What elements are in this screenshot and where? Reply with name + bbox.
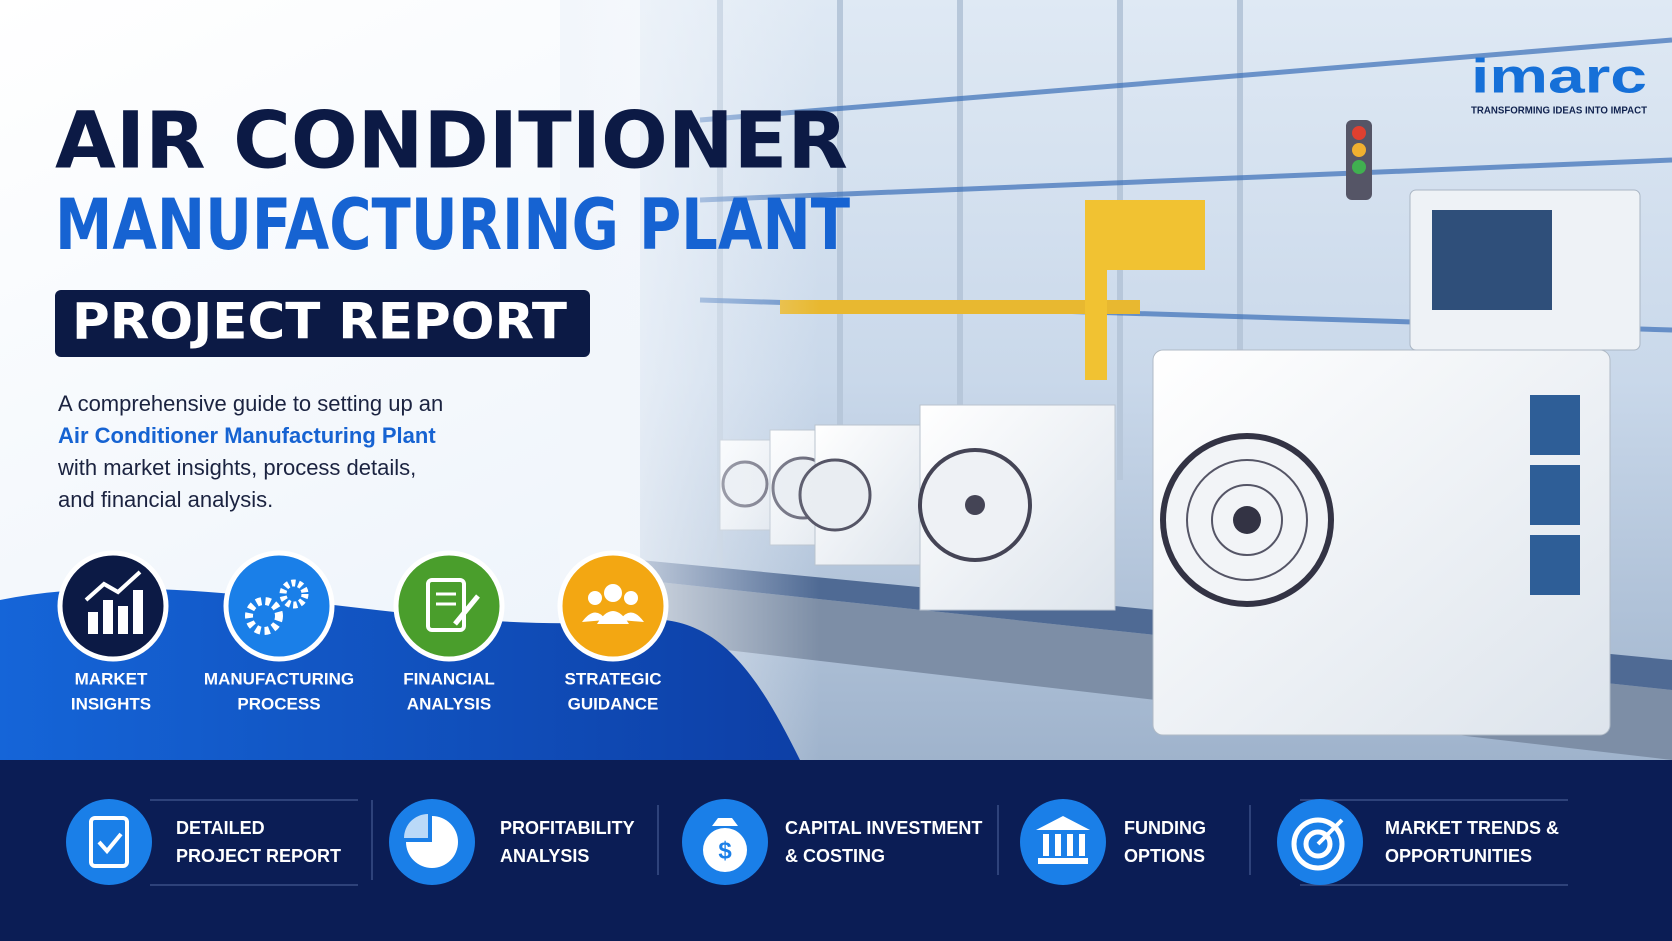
feature-icon-part <box>133 590 143 634</box>
factory-scene-part-part <box>699 157 1672 203</box>
bottom-label: CAPITAL INVESTMENT <box>785 818 982 838</box>
logo-tagline: TRANSFORMING IDEAS INTO IMPACT <box>1471 106 1647 117</box>
bottom-icon: $ <box>682 799 768 885</box>
feature-icon <box>223 550 335 662</box>
feature-icon-part <box>245 597 283 635</box>
factory-scene-part <box>1352 126 1366 140</box>
bottom-icon-part <box>66 799 152 885</box>
title-line: MANUFACTURING PLANT <box>55 184 850 266</box>
feature-icon-part <box>620 612 644 622</box>
factory-scene-part-part <box>1530 465 1580 525</box>
bottom-label: PROJECT REPORT <box>176 846 341 866</box>
header: AIR CONDITIONER MANUFACTURING PLANT PROJ… <box>55 96 850 357</box>
factory-scene-part-part <box>1530 535 1580 595</box>
bottom-bar: $ DETAILED PROJECT REPORT PROFITABILITY … <box>0 760 1672 941</box>
title-line: AIR CONDITIONER <box>55 96 848 186</box>
factory-scene-part <box>1085 200 1205 270</box>
bottom-bar-part <box>150 799 1568 886</box>
feature-icon-part <box>393 550 505 662</box>
bottom-icon-part <box>703 828 747 872</box>
feature-icon-part <box>624 591 638 605</box>
factory-scene-part <box>780 300 1140 314</box>
feature-icon-part <box>557 550 669 662</box>
bottom-icon-part <box>404 814 428 838</box>
factory-scene-part <box>1352 143 1366 157</box>
bottom-icon-part <box>1038 858 1088 864</box>
feature-icon-part <box>426 578 466 632</box>
feature-label: INSIGHTS <box>71 694 151 713</box>
bottom-icon-part <box>1291 817 1345 871</box>
bottom-label: & COSTING <box>785 846 885 866</box>
description-line: and financial analysis. <box>58 487 273 512</box>
feature-icon-part <box>118 606 128 634</box>
bottom-label: OPPORTUNITIES <box>1385 846 1532 866</box>
description-highlight: Air Conditioner Manufacturing Plant <box>58 423 436 448</box>
factory-scene-part-part <box>699 37 1672 123</box>
feature-label: STRATEGIC <box>565 669 662 688</box>
logo: imarc TRANSFORMING IDEAS INTO IMPACT <box>1471 51 1647 117</box>
feature-icon-part <box>103 600 113 634</box>
badge-text: PROJECT REPORT <box>72 293 567 351</box>
factory-scene-part-part <box>1233 506 1261 534</box>
feature-icon-part <box>88 612 98 634</box>
feature-label: ANALYSIS <box>407 694 491 713</box>
bottom-icon <box>1020 799 1106 885</box>
factory-scene <box>560 0 1672 760</box>
bottom-icon <box>1277 799 1363 885</box>
bottom-label: ANALYSIS <box>500 846 589 866</box>
bottom-label: MARKET TRENDS & <box>1385 818 1559 838</box>
feature-icon-part <box>597 611 629 624</box>
factory-scene-part <box>1085 270 1107 380</box>
bottom-icon-part <box>1020 799 1106 885</box>
bottom-icon-part <box>1067 834 1073 856</box>
bottom-icon <box>389 799 475 885</box>
bottom-icon-part <box>1079 834 1085 856</box>
bottom-icon-part <box>1036 816 1090 830</box>
factory-scene-part-part <box>1530 395 1580 455</box>
bottom-icon-part <box>1316 818 1344 846</box>
logo-name: imarc <box>1471 51 1647 104</box>
bottom-icon-part <box>712 818 738 826</box>
bottom-icon-part <box>97 832 123 855</box>
feature-icon <box>393 550 505 662</box>
badge-box <box>55 290 590 357</box>
feature-label: FINANCIAL <box>403 669 495 688</box>
bottom-icon-part <box>406 816 458 868</box>
feature-label: PROCESS <box>237 694 320 713</box>
feature-icon-part <box>453 594 480 626</box>
feature-label: GUIDANCE <box>568 694 659 713</box>
factory-scene-part-part <box>1211 484 1283 556</box>
dollar-sign: $ <box>718 837 732 864</box>
factory-scene-part <box>1432 210 1552 310</box>
feature-label: MARKET <box>75 669 148 688</box>
factory-scene-part-part <box>965 495 985 515</box>
bottom-icon-part <box>1055 834 1061 856</box>
description: A comprehensive guide to setting up an A… <box>57 391 443 512</box>
features: MARKET INSIGHTS MANUFACTURING PROCESS FI… <box>57 550 669 713</box>
bottom-label: OPTIONS <box>1124 846 1205 866</box>
factory-scene-part-part <box>1186 459 1308 581</box>
bottom-icon-part <box>1043 834 1049 856</box>
feature-icon-part <box>84 570 142 602</box>
feature-icon-part <box>604 584 622 602</box>
feature-icon-part <box>279 579 309 609</box>
factory-scene-part <box>1352 160 1366 174</box>
feature-icon <box>57 550 169 662</box>
bottom-icon-part <box>1303 829 1333 859</box>
bottom-bar-part <box>0 760 1672 941</box>
bottom-label: FUNDING <box>1124 818 1206 838</box>
bottom-icon-part <box>89 816 129 868</box>
description-line: with market insights, process details, <box>57 455 416 480</box>
bottom-label: DETAILED <box>176 818 265 838</box>
feature-icon-part <box>582 612 606 622</box>
bottom-icon <box>66 799 152 885</box>
bottom-label: PROFITABILITY <box>500 818 635 838</box>
feature-icon <box>557 550 669 662</box>
feature-icon-part <box>588 591 602 605</box>
feature-label: MANUFACTURING <box>204 669 354 688</box>
description-line: A comprehensive guide to setting up an <box>58 391 443 416</box>
